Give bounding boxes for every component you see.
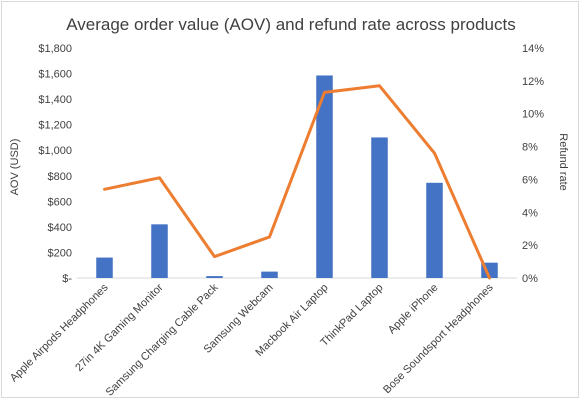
y-axis-title: AOV (USD) (9, 139, 21, 196)
y-tick-label: $1,600 (38, 69, 72, 81)
bar-series (96, 75, 498, 278)
y-tick-label: $1,800 (38, 43, 72, 55)
y-tick-label: $200 (48, 247, 72, 259)
y2-tick-label: 2% (522, 240, 538, 252)
y-tick-label: $1,200 (38, 120, 72, 132)
bar (96, 257, 113, 278)
bar (371, 137, 388, 278)
y2-tick-label: 12% (522, 76, 544, 88)
y-tick-label: $1,400 (38, 94, 72, 106)
refund-rate-line (103, 84, 491, 280)
x-tick-label: Bose Soundsport Headphones (381, 281, 496, 396)
y-tick-label: $- (62, 273, 72, 285)
y2-tick-label: 10% (522, 109, 544, 121)
x-tick-label: Apple iPhone (386, 282, 441, 337)
y2-tick-label: 8% (522, 142, 538, 154)
bar (261, 271, 278, 278)
y2-tick-label: 6% (522, 174, 538, 186)
y-tick-label: $1,000 (38, 145, 72, 157)
y2-tick-label: 14% (522, 43, 544, 55)
y-axis-ticks: $- $200 $400 $600 $800 $1,000 $1,200 $1,400 $1,6… (38, 43, 72, 285)
line-series-group (103, 84, 491, 280)
bar (151, 224, 168, 278)
y2-tick-label: 0% (522, 273, 538, 285)
y2-axis-ticks: 0% 2% 4% 6% 8% 10% 12% 14% (522, 43, 544, 285)
y-tick-label: $600 (48, 196, 72, 208)
y2-axis-title: Refund rate (557, 133, 569, 190)
chart-title: Average order value (AOV) and refund rat… (66, 15, 515, 34)
bar (426, 182, 443, 278)
y-tick-label: $400 (48, 222, 72, 234)
y2-tick-label: 4% (522, 207, 538, 219)
y-tick-label: $800 (48, 171, 72, 183)
x-tick-label: Samsung Charging Cable Pack (104, 281, 221, 398)
bar (206, 276, 223, 278)
bar (316, 75, 333, 278)
x-tick-label: Apple Airpods Headphones (8, 281, 111, 384)
